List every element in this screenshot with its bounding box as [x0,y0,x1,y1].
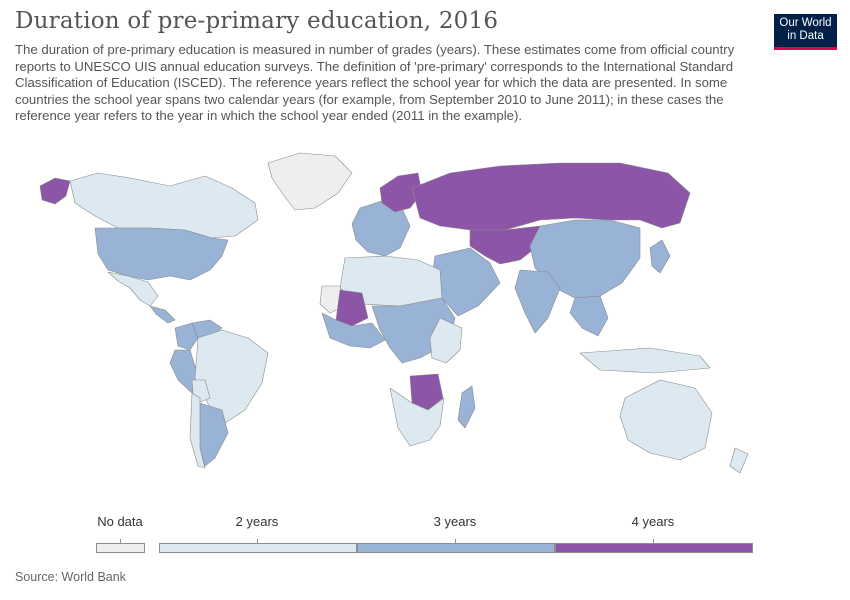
chart-subtitle: The duration of pre-primary education is… [15,42,735,124]
world-map [39,152,749,474]
region-alaska[interactable] [39,177,71,205]
region-west-africa[interactable] [321,312,386,349]
region-chile[interactable] [189,392,206,469]
legend-swatch-no-data[interactable] [96,543,145,553]
source-note: Source: World Bank [15,570,126,584]
legend-tick [257,539,258,544]
legend-swatch-4-years[interactable] [555,543,753,553]
region-indonesia[interactable] [579,347,711,374]
region-east-africa[interactable] [429,317,463,364]
legend-label-4-years: 4 years [631,514,675,529]
region-united-states[interactable] [94,227,229,281]
region-australia[interactable] [619,379,713,461]
region-japan[interactable] [649,239,671,274]
region-zambia[interactable] [409,373,444,411]
map-regions [39,152,749,474]
legend-swatch-2-years[interactable] [159,543,357,553]
region-madagascar[interactable] [457,385,476,429]
legend-tick [120,539,121,544]
legend-label-no-data: No data [97,514,143,529]
region-central-asia[interactable] [469,225,541,265]
region-china[interactable] [529,219,641,299]
legend-tick [653,539,654,544]
legend-label-2-years: 2 years [235,514,279,529]
region-central-america[interactable] [149,305,176,324]
chart-title: Duration of pre-primary education, 2016 [15,8,499,34]
region-southeast-asia[interactable] [569,295,609,337]
region-greenland[interactable] [267,152,353,211]
region-southern-africa[interactable] [389,387,445,447]
region-russia[interactable] [411,162,691,231]
legend-swatch-3-years[interactable] [357,543,555,553]
region-colombia[interactable] [174,322,199,351]
legend-label-3-years: 3 years [433,514,477,529]
region-new-zealand[interactable] [729,447,749,474]
region-india[interactable] [514,269,561,334]
region-mali[interactable] [335,289,369,327]
region-canada[interactable] [69,172,259,239]
owid-logo[interactable]: Our World in Data [774,14,837,50]
legend-tick [455,539,456,544]
map-legend: No data 2 years 3 years 4 years [0,505,850,565]
